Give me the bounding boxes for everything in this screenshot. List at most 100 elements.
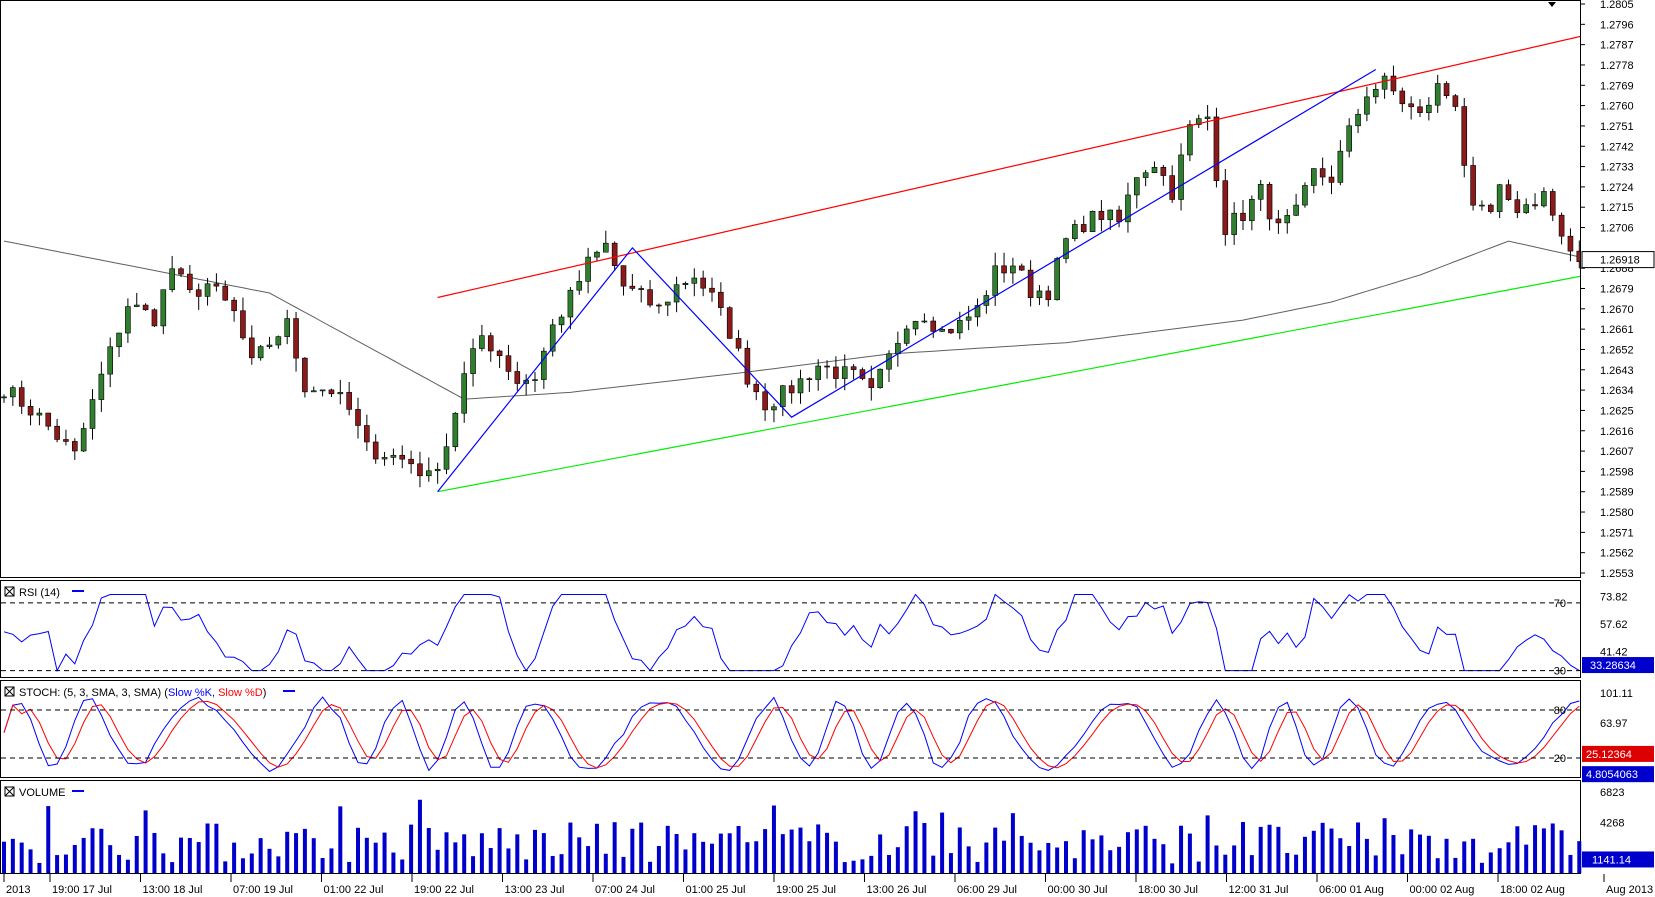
candle	[178, 268, 184, 275]
candle	[806, 378, 813, 380]
candle	[80, 428, 87, 452]
time-tick-label: 13:00 26 Jul	[867, 884, 927, 896]
candle	[125, 306, 131, 334]
volume-bar	[665, 825, 670, 873]
volume-bar	[435, 849, 440, 873]
rsi-pane[interactable]	[0, 580, 1581, 678]
stoch-d-label: Slow %D	[218, 687, 263, 699]
price-tick-label: 1.2742	[1600, 141, 1634, 153]
candle	[1222, 180, 1229, 235]
volume-bar	[99, 828, 104, 873]
volume-bar	[1055, 847, 1060, 873]
candle	[788, 385, 795, 394]
candle	[1372, 88, 1379, 98]
candle	[1319, 168, 1326, 178]
candle	[10, 387, 16, 398]
price-tick-label: 1.2724	[1600, 182, 1634, 194]
volume-bar	[1187, 833, 1192, 873]
candle	[169, 268, 175, 290]
volume-bar	[1143, 825, 1148, 873]
candle	[310, 390, 317, 393]
stoch-pane[interactable]	[0, 680, 1581, 778]
candle	[815, 365, 822, 380]
candle	[1018, 265, 1025, 271]
volume-bar	[1028, 842, 1033, 873]
volume-title-text: VOLUME	[19, 787, 65, 799]
volume-bar	[506, 848, 511, 873]
price-tick-label: 1.2643	[1600, 365, 1634, 377]
candle	[841, 366, 848, 379]
volume-bar	[833, 841, 838, 873]
candle	[1195, 118, 1202, 125]
volume-bar	[940, 812, 945, 873]
candle	[1470, 165, 1476, 206]
candle	[1080, 224, 1087, 232]
candle	[204, 283, 211, 297]
candle	[850, 366, 857, 370]
volume-bar	[683, 849, 688, 873]
price-tick-label: 1.2580	[1600, 507, 1634, 519]
rsi-current-label: 33.28634	[1590, 660, 1636, 672]
volume-bar	[559, 854, 564, 873]
time-tick-label: 18:00 02 Aug	[1500, 884, 1565, 896]
time-tick-label: 00:00 02 Aug	[1410, 884, 1475, 896]
volume-bar	[1117, 846, 1122, 873]
volume-bar	[807, 841, 812, 873]
stoch-current-label: 4.8054063	[1586, 769, 1638, 781]
time-tick-label: 13:00 18 Jul	[143, 884, 203, 896]
candle	[1567, 235, 1574, 252]
volume-bar	[1019, 835, 1024, 873]
candle	[664, 301, 671, 306]
candle	[1399, 90, 1406, 105]
candle	[222, 285, 229, 301]
volume-bar	[798, 827, 803, 873]
candle	[753, 383, 760, 393]
volume-tick-label: 6823	[1600, 787, 1624, 799]
volume-bar	[1364, 838, 1369, 873]
volume-bar	[347, 861, 352, 873]
rsi-tick-label: 41.42	[1600, 646, 1628, 658]
volume-bar	[108, 845, 113, 873]
volume-bar	[1391, 835, 1396, 873]
rsi-level-label: 30	[1554, 666, 1566, 678]
volume-bar	[656, 845, 661, 873]
rsi-current-box	[1582, 657, 1654, 674]
price-tick-label: 1.2760	[1600, 101, 1634, 113]
candle	[355, 409, 361, 426]
volume-bar	[825, 832, 830, 873]
candle	[939, 328, 945, 332]
candle	[1532, 204, 1538, 207]
candle	[1036, 290, 1043, 298]
candle	[779, 385, 786, 408]
candle	[532, 379, 538, 381]
scroll-marker-icon[interactable]	[1548, 2, 1556, 7]
volume-bar	[1125, 832, 1130, 873]
candle	[930, 320, 937, 332]
volume-bar	[577, 837, 582, 873]
volume-bar	[1577, 841, 1582, 873]
candle	[771, 406, 777, 411]
volume-bar	[161, 853, 166, 873]
volume-bar	[1081, 830, 1086, 873]
volume-bar	[1533, 825, 1538, 873]
volume-bar	[1046, 842, 1051, 873]
candle	[408, 458, 414, 465]
volume-bar	[851, 860, 856, 873]
main-pane[interactable]	[0, 0, 1581, 578]
candle	[1558, 214, 1565, 237]
price-tick-label: 1.2769	[1600, 80, 1634, 92]
volume-bar	[329, 848, 334, 873]
candle	[1125, 194, 1131, 223]
volume-bar	[763, 829, 768, 873]
volume-bar	[515, 834, 520, 873]
volume-bar	[400, 859, 405, 873]
candle	[1249, 199, 1255, 221]
rsi-title-text: RSI (14)	[19, 587, 60, 599]
candle	[1187, 124, 1193, 156]
candle	[1346, 125, 1352, 152]
volume-bar	[754, 841, 759, 873]
volume-current-label: 1141.14	[1592, 854, 1631, 866]
price-tick-label: 1.2589	[1600, 487, 1634, 499]
candle	[886, 353, 892, 370]
volume-bar	[869, 855, 874, 873]
